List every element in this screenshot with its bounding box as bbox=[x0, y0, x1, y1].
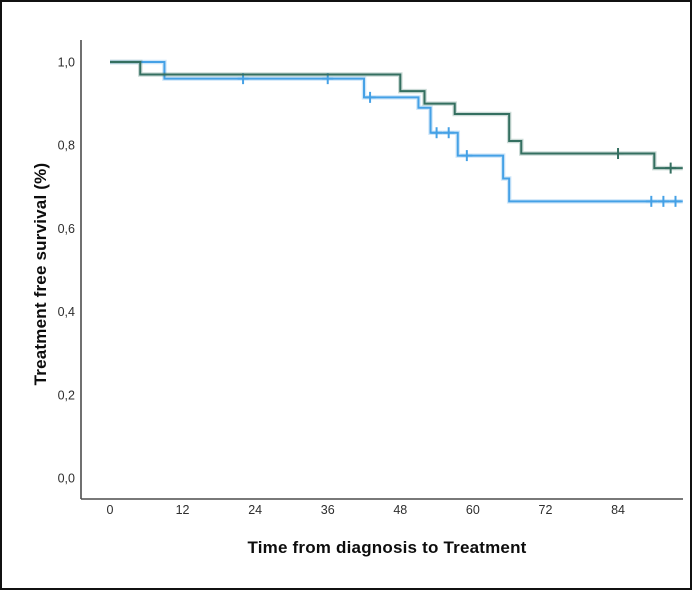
x-tick-label: 72 bbox=[539, 503, 553, 517]
y-tick-label: 0,0 bbox=[58, 472, 75, 486]
group-light-blue-curve-halo bbox=[110, 59, 683, 204]
group-light-blue-curve bbox=[110, 61, 683, 203]
y-axis-title: Treatment free survival (%) bbox=[31, 162, 50, 386]
y-tick-label: 0,6 bbox=[58, 222, 75, 236]
x-tick-label: 48 bbox=[393, 503, 407, 517]
y-tick-label: 0,4 bbox=[58, 305, 75, 319]
y-tick-label: 1,0 bbox=[58, 56, 75, 70]
x-tick-label: 12 bbox=[176, 503, 190, 517]
x-tick-label: 24 bbox=[248, 503, 262, 517]
y-tick-label: 0,8 bbox=[58, 139, 75, 153]
x-tick-label: 84 bbox=[611, 503, 625, 517]
x-tick-label: 60 bbox=[466, 503, 480, 517]
x-axis-title: Time from diagnosis to Treatment bbox=[247, 538, 527, 557]
x-tick-label: 0 bbox=[107, 503, 114, 517]
y-tick-label: 0,2 bbox=[58, 388, 75, 402]
x-tick-label: 36 bbox=[321, 503, 335, 517]
group-dark-green-curve bbox=[110, 61, 683, 170]
